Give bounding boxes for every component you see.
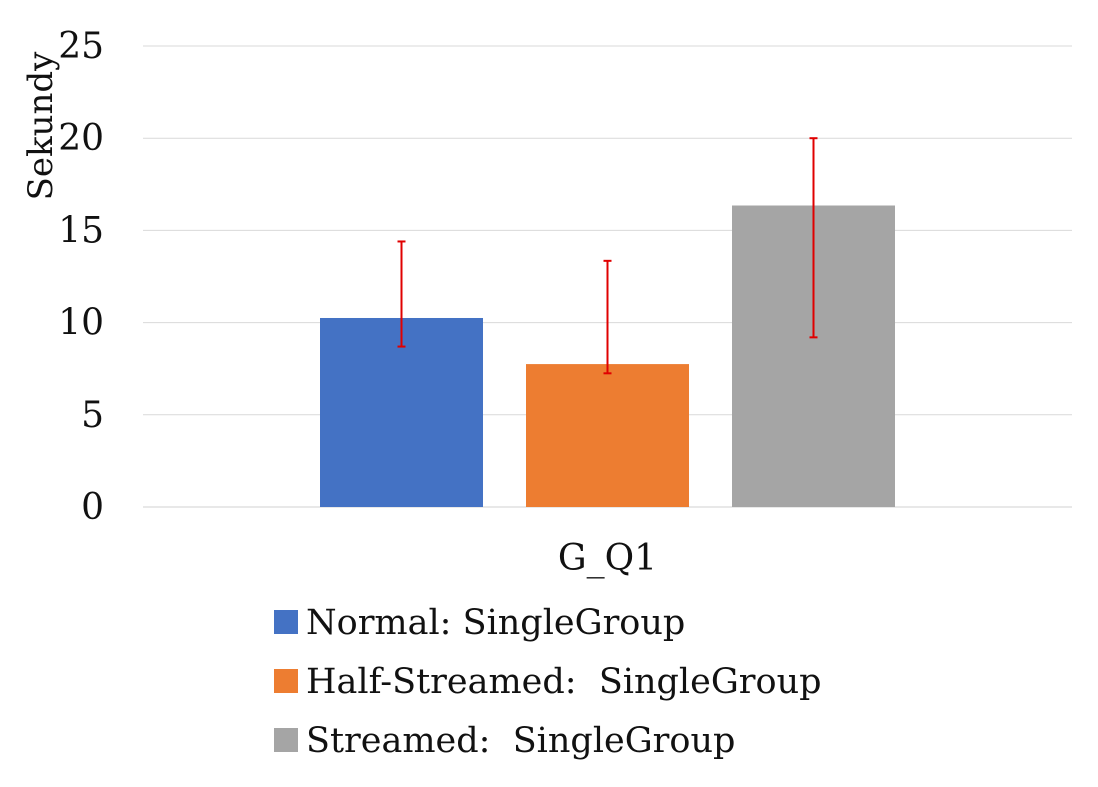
legend-label: Half-Streamed: SingleGroup xyxy=(306,662,822,702)
legend-label: Normal: SingleGroup xyxy=(306,603,685,643)
legend-item: Streamed: SingleGroup xyxy=(274,721,735,761)
y-axis-title: Sekundy xyxy=(21,51,61,201)
y-tick-label: 10 xyxy=(58,303,104,344)
bar xyxy=(526,364,689,507)
legend-swatch xyxy=(274,610,298,634)
y-tick-label: 15 xyxy=(58,210,104,251)
y-tick-label: 5 xyxy=(81,395,104,436)
error-bar xyxy=(603,259,612,375)
y-axis-ticks: 0 5 10 15 20 25 xyxy=(58,26,104,528)
y-tick-label: 0 xyxy=(81,487,104,528)
y-tick-label: 25 xyxy=(58,26,104,67)
legend-swatch xyxy=(274,728,298,752)
legend: Normal: SingleGroup Half-Streamed: Single… xyxy=(274,603,822,761)
error-bars xyxy=(397,137,818,375)
x-axis-categories: G_Q1 xyxy=(558,538,657,579)
y-tick-label: 20 xyxy=(58,118,104,159)
legend-item: Half-Streamed: SingleGroup xyxy=(274,662,822,702)
legend-swatch xyxy=(274,669,298,693)
x-category-label: G_Q1 xyxy=(558,538,657,579)
error-bar xyxy=(809,137,818,339)
legend-item: Normal: SingleGroup xyxy=(274,603,685,643)
legend-label: Streamed: SingleGroup xyxy=(306,721,735,761)
bar xyxy=(320,317,483,507)
error-bar xyxy=(397,240,406,348)
